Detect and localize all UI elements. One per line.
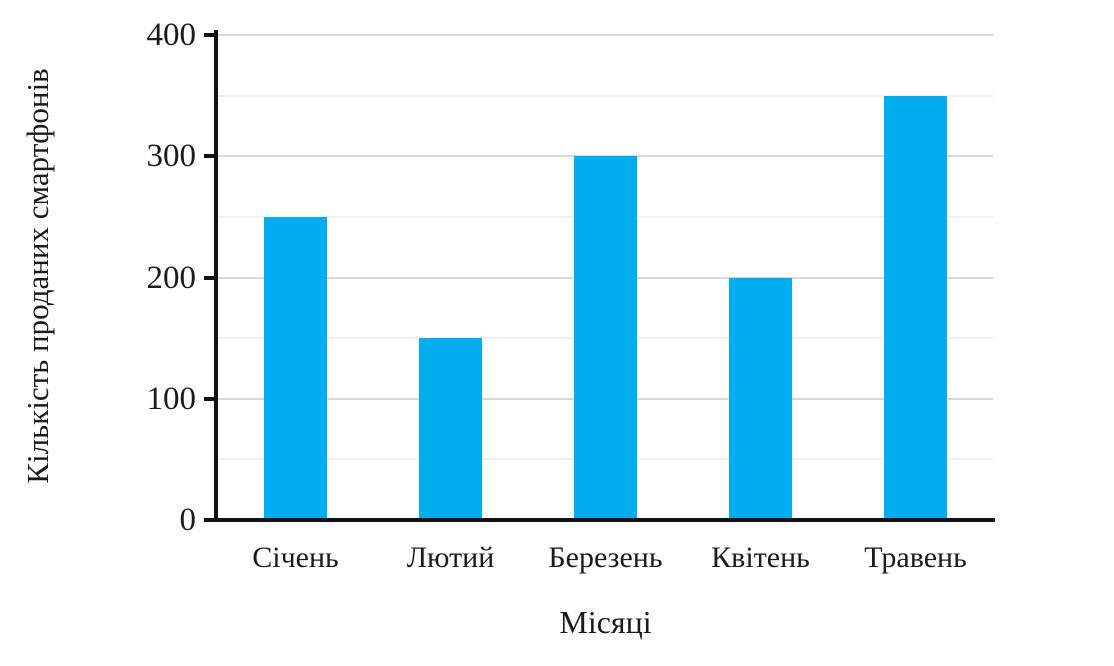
gridline-400 bbox=[218, 34, 993, 36]
y-axis-line bbox=[214, 30, 218, 522]
bar-Квітень bbox=[729, 277, 792, 520]
x-tick-label-Травень: Травень bbox=[864, 541, 967, 574]
plot-area bbox=[218, 34, 993, 520]
x-tick-label-Квітень: Квітень bbox=[711, 541, 810, 574]
x-tick-label-Лютий: Лютий bbox=[406, 541, 495, 574]
y-axis-tick-labels: 0 100 200 300 400 bbox=[0, 17, 197, 538]
y-tick-label-200: 200 bbox=[146, 259, 197, 296]
x-axis-line bbox=[204, 518, 995, 522]
y-tick-label-100: 100 bbox=[146, 380, 197, 417]
y-tick-label-0: 0 bbox=[179, 502, 197, 538]
x-axis-tick-labels: Січень Лютий Березень Квітень Травень bbox=[218, 538, 993, 578]
y-tick-mark-400 bbox=[204, 33, 215, 37]
gridline-350 bbox=[218, 94, 993, 97]
y-tick-label-400: 400 bbox=[146, 17, 197, 53]
bar-Січень bbox=[264, 216, 327, 520]
y-tick-mark-100 bbox=[204, 396, 215, 401]
y-tick-mark-0 bbox=[204, 518, 215, 522]
bar-Лютий bbox=[419, 338, 482, 520]
y-tick-mark-200 bbox=[204, 275, 215, 280]
x-axis-title: Місяці bbox=[559, 604, 652, 640]
y-tick-label-300: 300 bbox=[146, 138, 197, 175]
x-tick-label-Березень: Березень bbox=[548, 541, 663, 574]
y-tick-mark-300 bbox=[204, 154, 215, 159]
bar-Травень bbox=[884, 95, 947, 520]
bar-Березень bbox=[574, 156, 637, 520]
x-tick-label-Січень: Січень bbox=[252, 541, 339, 574]
